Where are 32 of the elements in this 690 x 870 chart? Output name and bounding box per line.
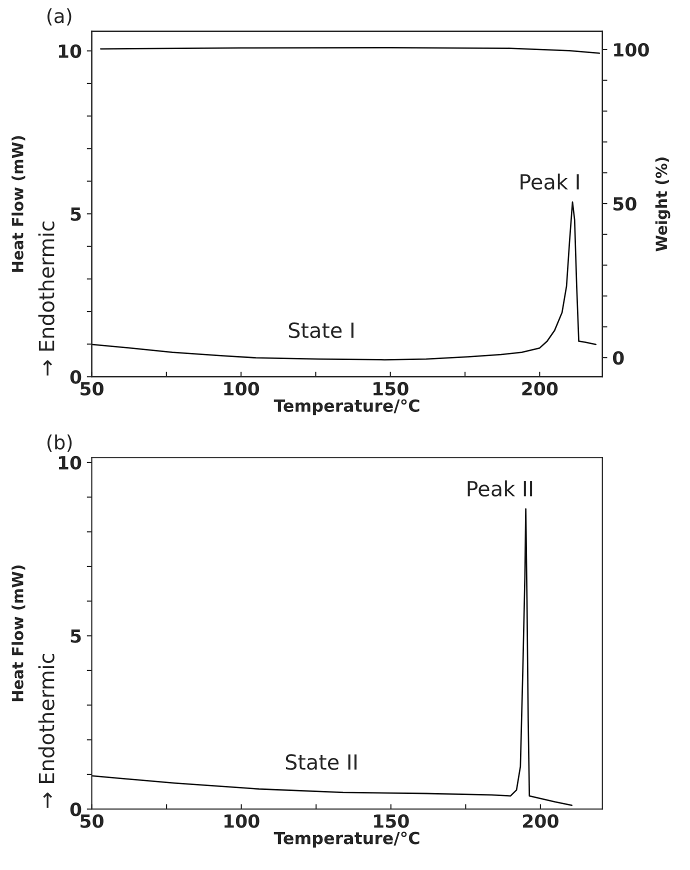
annotation: State I (288, 322, 354, 338)
x-tick-label: 100 (224, 382, 260, 396)
x-tick-label: 50 (80, 382, 104, 396)
y2-tick-label: 100 (614, 42, 649, 57)
y2-tick-label: 0 (612, 351, 624, 365)
chart-title: (a) (47, 8, 72, 26)
line-series (92, 201, 596, 360)
x-tick-label: 200 (522, 382, 558, 396)
annotation: State II (286, 754, 357, 770)
y2-axis-title: Weight (%) (655, 158, 670, 252)
annotation: Peak I (520, 174, 579, 190)
x-tick-label: 50 (80, 814, 104, 828)
y-tick-label: 0 (70, 370, 82, 384)
text: → Endothermic (38, 654, 54, 808)
text: → Endothermic (38, 222, 54, 376)
y2-tick-label: 50 (613, 197, 636, 211)
line-series (92, 508, 573, 806)
annotation: Peak II (468, 480, 532, 497)
x-axis-title: Temperature/°C (274, 399, 420, 416)
y-tick-label: 10 (58, 44, 82, 58)
y-tick-label: 0 (70, 802, 82, 816)
x-tick-label: 150 (374, 382, 408, 396)
x-axis-title: Temperature/°C (274, 832, 420, 848)
y-axis-title: Heat Flow (mW) (12, 565, 26, 702)
y-tick-label: 10 (58, 456, 82, 470)
y-tick-label: 5 (70, 629, 81, 643)
y-axis-title: Heat Flow (mW) (12, 136, 26, 272)
y-tick-label: 5 (70, 207, 81, 221)
x-tick-label: 200 (523, 814, 558, 828)
chart-title: (b) (47, 434, 72, 452)
x-tick-label: 100 (224, 814, 260, 828)
x-tick-label: 150 (374, 814, 409, 828)
